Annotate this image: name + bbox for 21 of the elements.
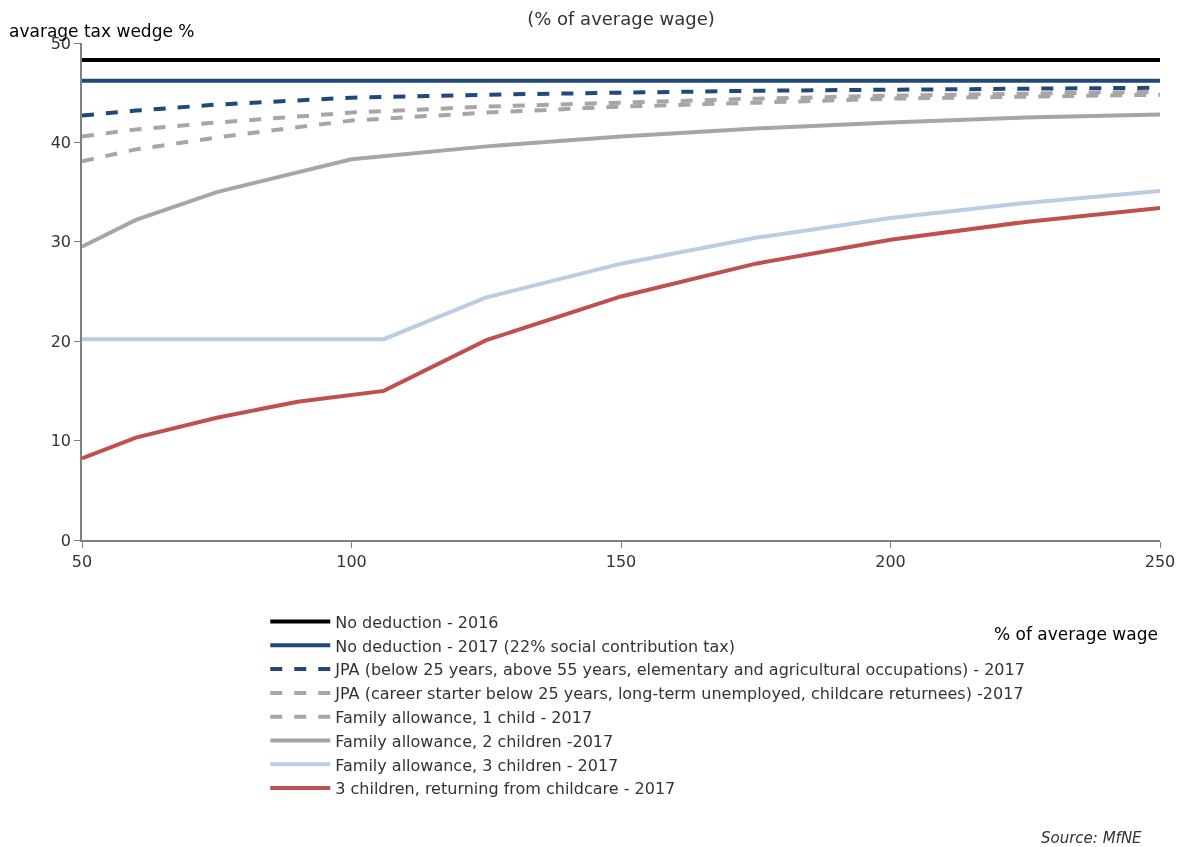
legend-label: No deduction - 2017 (22% social contribution tax)	[335, 636, 736, 656]
chart-title: (% of average wage)	[527, 8, 715, 30]
legend-label: Family allowance, 1 child - 2017	[335, 707, 593, 727]
x-tick-label: 200	[875, 551, 906, 571]
x-tick-label: 150	[605, 551, 637, 571]
y-tick-label: 40	[50, 133, 72, 152]
legend-label: JPA (career starter below 25 years, long-term unemployed, childcare returnees) -2017	[334, 684, 1024, 704]
y-tick-label: 20	[50, 331, 72, 351]
legend-label: JPA (below 25 years, above 55 years, elementary and agricultural occupations) - 2017	[334, 660, 1025, 680]
y-tick-label: 10	[50, 431, 72, 451]
y-tick-label: 30	[50, 232, 72, 252]
x-tick-label: 100	[336, 551, 367, 571]
source-note: Source: MfNE	[1041, 829, 1143, 847]
legend-label: No deduction - 2016	[335, 612, 499, 632]
x-tick-label: 50	[71, 551, 93, 571]
x-tick-label: 250	[1144, 551, 1176, 571]
x-axis-title: % of average wage	[994, 624, 1158, 644]
legend-label: 3 children, returning from childcare - 2017	[335, 779, 676, 799]
y-tick-label: 0	[60, 530, 72, 550]
legend-label: Family allowance, 2 children -2017	[335, 731, 614, 751]
legend-label: Family allowance, 3 children - 2017	[335, 755, 619, 775]
